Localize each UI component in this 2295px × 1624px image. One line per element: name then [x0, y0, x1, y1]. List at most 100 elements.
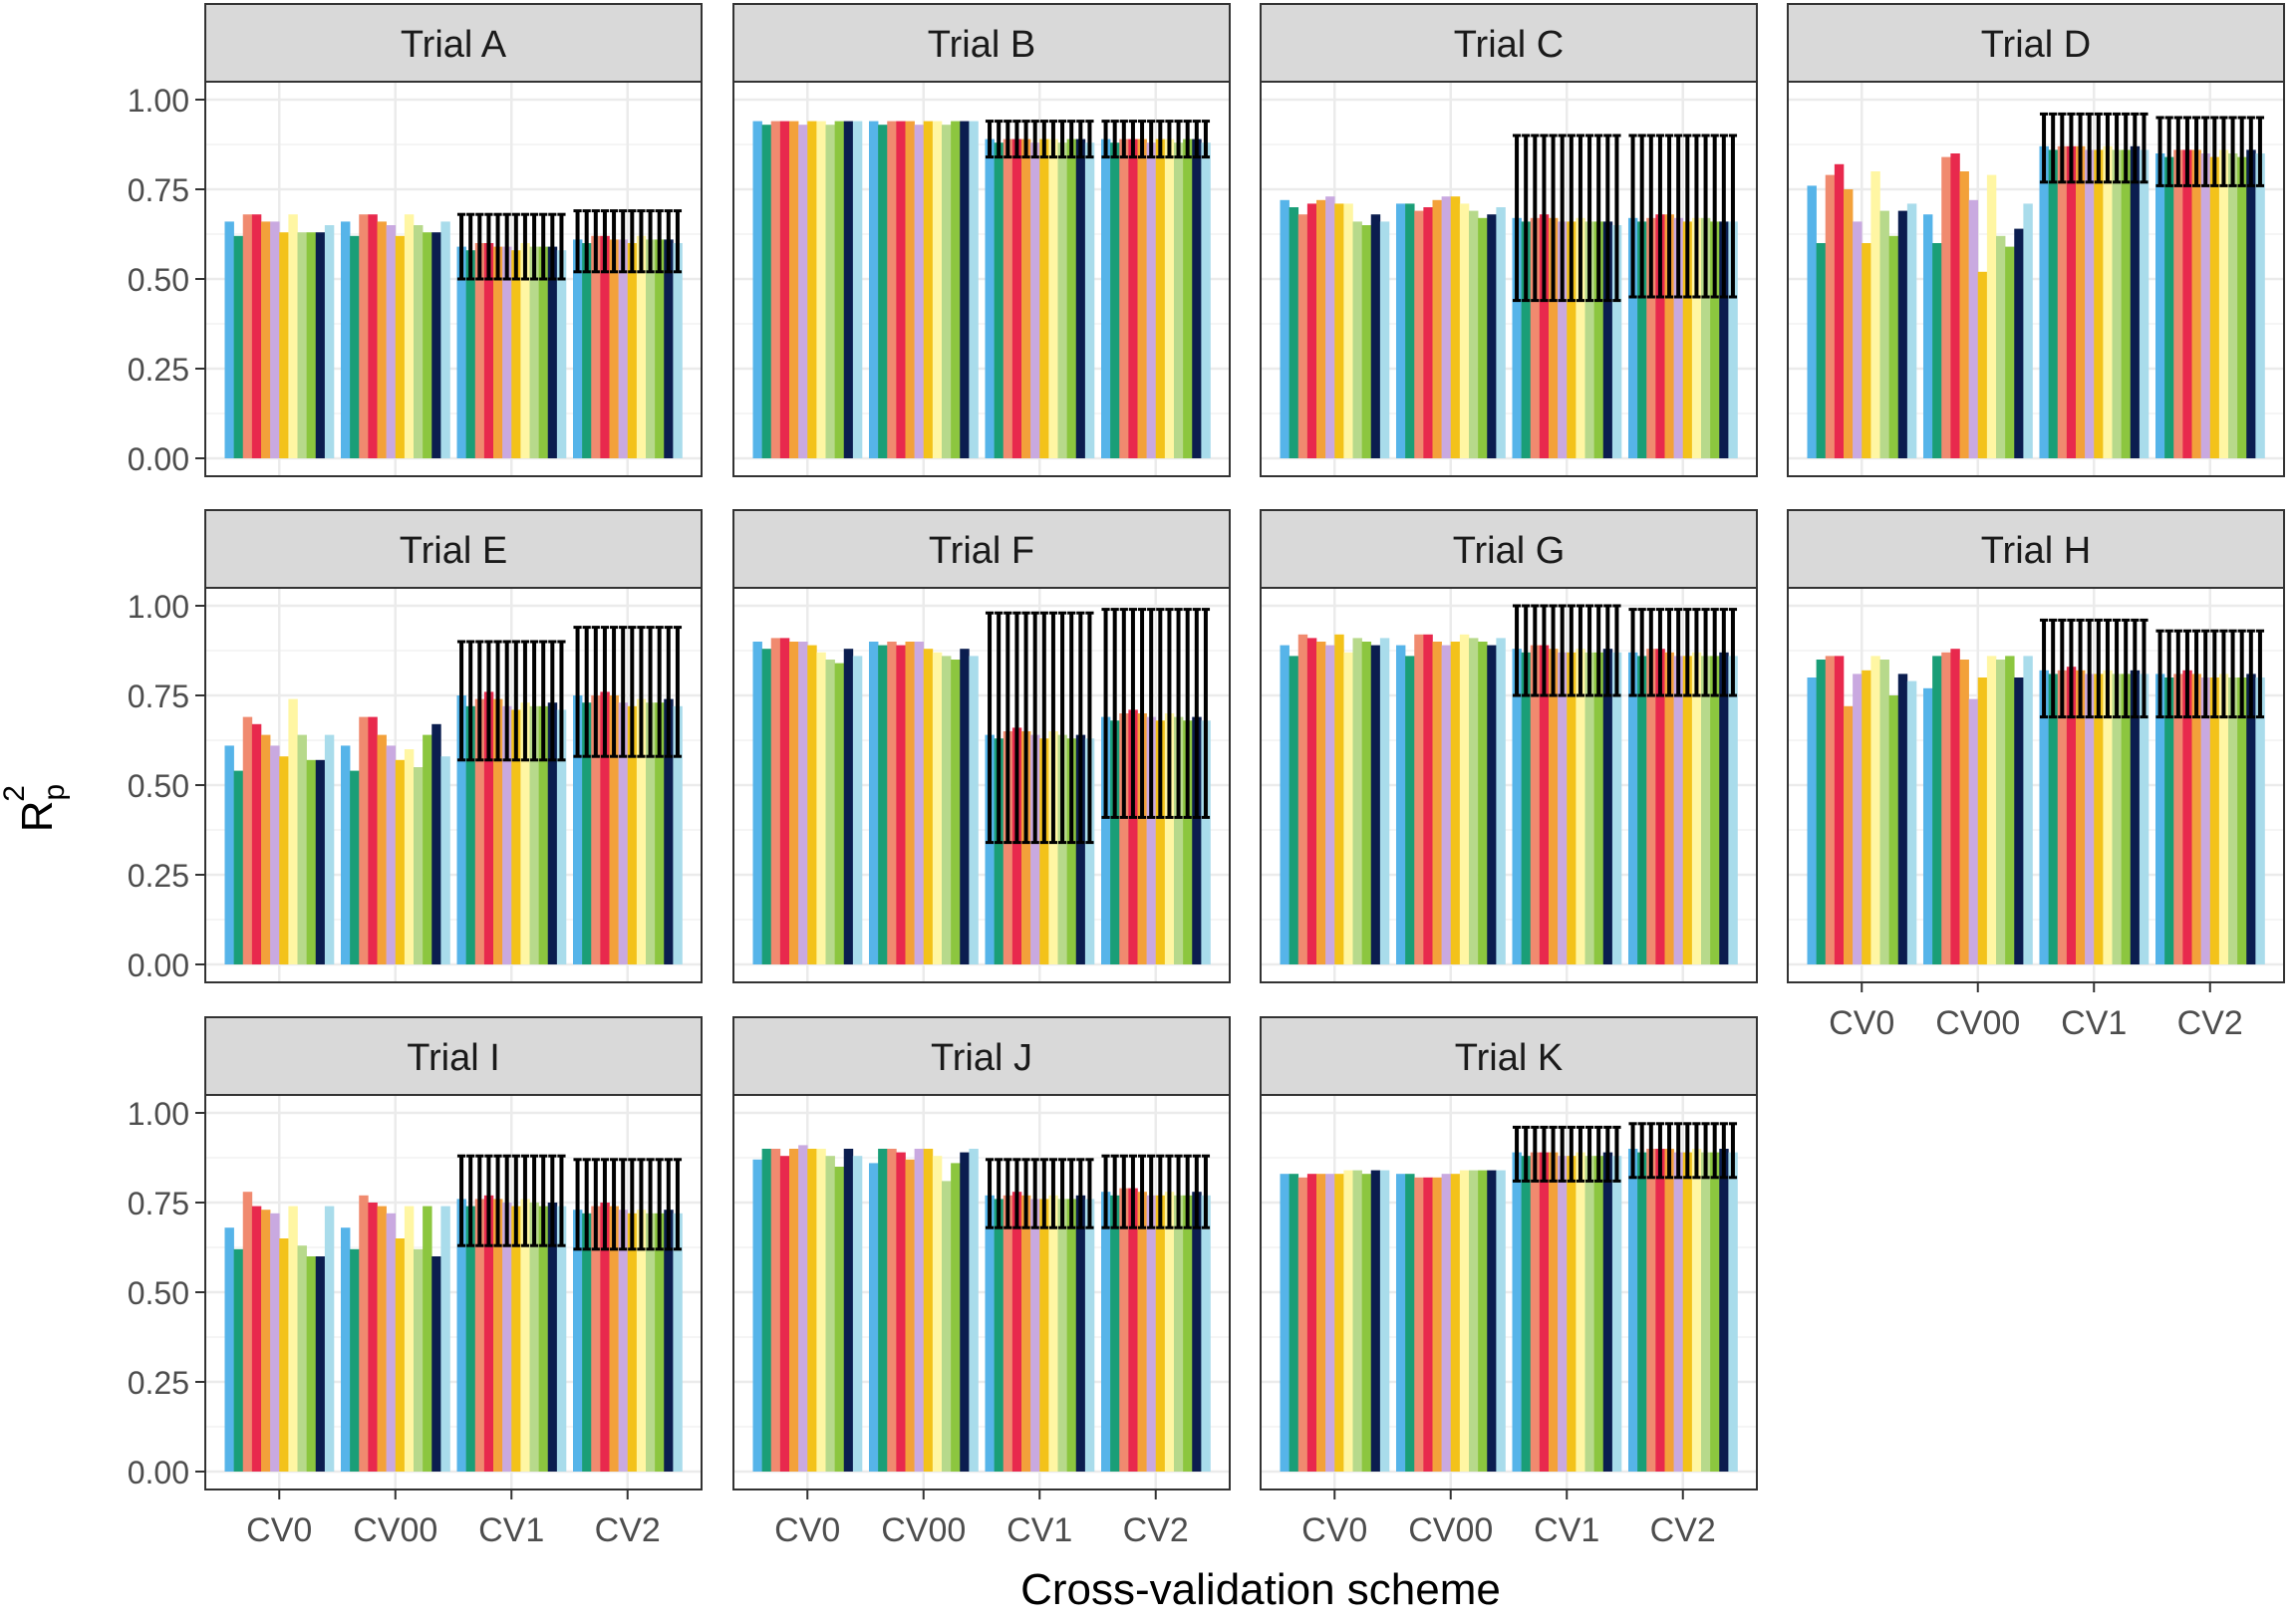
bar-cv00-s4 [1423, 207, 1433, 458]
bar-cv1-s4 [1011, 727, 1022, 964]
panel-title: Trial E [400, 530, 507, 572]
bar-cv0-s5 [260, 1210, 271, 1472]
bar-cv2-s2 [1110, 142, 1120, 458]
bar-cv2-s5 [1664, 652, 1674, 964]
bar-cv1-s12 [2139, 674, 2150, 964]
bar-cv2-s10 [655, 702, 665, 964]
bar-cv2-s9 [646, 702, 656, 964]
bar-cv0-s10 [1361, 225, 1372, 458]
panel-trial-j: Trial J CV0 CV00 CV1 CV2 [732, 1016, 1231, 1549]
panel-strip [1260, 1016, 1758, 1096]
panel-title: Trial G [1453, 530, 1566, 572]
bar-cv2-s12 [673, 243, 683, 458]
bar-cv2-s9 [1174, 142, 1184, 458]
bar-cv2-s11 [1719, 221, 1729, 458]
bar-cv00-s12 [969, 1149, 979, 1472]
svg-text:Rp2: Rp2 [0, 784, 71, 832]
bar-cv2-s4 [2182, 670, 2192, 964]
bar-cv2-s8 [636, 1210, 647, 1472]
bar-cv2-s10 [655, 1213, 665, 1472]
panel-trial-f: Trial F [732, 509, 1231, 983]
bar-cv00-s12 [440, 1206, 450, 1472]
bar-cv00-s4 [368, 214, 378, 458]
x-tick-label: CV0 [774, 1511, 840, 1549]
bar-cv2-s1 [572, 695, 583, 964]
bar-cv00-s1 [1395, 1174, 1406, 1472]
bar-cv0-s4 [251, 723, 262, 964]
bar-cv2-s12 [2255, 677, 2265, 964]
bar-cv0-s2 [761, 649, 772, 964]
bar-cv0-s8 [1870, 656, 1880, 964]
bar-cv0-s11 [1370, 214, 1381, 458]
bar-cv0-s1 [752, 1159, 762, 1472]
bar-cv0-s9 [297, 1245, 307, 1472]
bar-cv00-s5 [377, 221, 387, 458]
bar-cv1-s5 [492, 698, 503, 964]
bar-cv00-s12 [440, 221, 450, 458]
bar-cv2-s2 [1637, 656, 1647, 964]
bar-cv2-s1 [572, 239, 583, 458]
bar-cv0-s5 [788, 121, 799, 458]
panel-border [1787, 81, 2285, 477]
bar-cv2-s1 [2154, 674, 2165, 964]
panel-trial-c: Trial C [1260, 3, 1758, 477]
bar-cv00-s10 [1478, 1170, 1488, 1472]
bar-cv0-s8 [288, 1206, 298, 1472]
bar-cv0-s3 [242, 1192, 253, 1472]
bar-cv2-s10 [2237, 156, 2247, 458]
bar-cv1-s7 [511, 250, 521, 458]
bar-cv2-s8 [1164, 1192, 1175, 1472]
bar-cv0-s2 [233, 770, 244, 964]
bar-cv1-s5 [1548, 649, 1559, 964]
bar-cv1-s9 [529, 1203, 539, 1472]
bar-cv1-s6 [2085, 674, 2095, 964]
bar-cv00-s3 [1414, 1177, 1424, 1472]
bar-cv00-s10 [423, 1206, 432, 1472]
bar-cv1-s8 [520, 702, 530, 964]
bar-cv00-s1 [868, 642, 879, 964]
y-tick-label: 0.00 [128, 1455, 189, 1490]
bar-cv1-s11 [1075, 138, 1086, 458]
bar-cv0-s12 [852, 656, 863, 964]
bar-cv2-s11 [664, 1210, 674, 1472]
y-tick-label: 0.75 [128, 678, 189, 714]
bar-cv0-s3 [1825, 656, 1836, 964]
bar-cv00-s10 [951, 660, 961, 964]
bar-cv0-s12 [1906, 680, 1917, 964]
bar-cv2-s9 [646, 1213, 656, 1472]
bar-cv00-s8 [932, 121, 943, 458]
bar-cv0-s10 [834, 663, 845, 964]
bar-cv2-s3 [1646, 1149, 1656, 1472]
bar-cv00-s5 [377, 734, 387, 964]
bar-cv0-s3 [1825, 174, 1836, 458]
bar-cv2-s11 [664, 698, 674, 964]
bar-cv1-s7 [1039, 1199, 1049, 1472]
bar-cv2-s12 [1728, 1152, 1738, 1472]
bar-cv1-s3 [474, 243, 485, 458]
panel-strip [1787, 509, 2285, 589]
bar-cv1-s8 [1048, 138, 1058, 458]
bar-cv1-s1 [985, 1195, 995, 1472]
bar-cv2-s12 [1728, 221, 1738, 458]
bar-cv2-s6 [1146, 1195, 1157, 1472]
bar-cv2-s5 [2191, 674, 2201, 964]
bar-cv2-s6 [2200, 153, 2211, 458]
bar-cv0-s3 [1297, 634, 1308, 964]
bar-cv2-s9 [1174, 1195, 1184, 1472]
bar-cv1-s6 [502, 705, 512, 964]
panel-border [1787, 587, 2285, 983]
bar-cv1-s12 [1611, 1156, 1622, 1472]
bar-cv0-s10 [1888, 235, 1899, 458]
bar-cv2-s7 [1155, 720, 1166, 964]
x-tick-label: CV00 [1408, 1511, 1493, 1549]
bar-cv0-s3 [770, 121, 781, 458]
panel-border [732, 81, 1231, 477]
bar-cv0-s4 [779, 121, 790, 458]
bar-cv1-s7 [2094, 674, 2104, 964]
bar-cv00-s3 [1414, 210, 1424, 458]
bar-cv2-s7 [1155, 138, 1166, 458]
bar-cv1-s5 [492, 1199, 503, 1472]
bar-cv2-s4 [1655, 649, 1665, 964]
bar-cv2-s10 [1183, 138, 1193, 458]
